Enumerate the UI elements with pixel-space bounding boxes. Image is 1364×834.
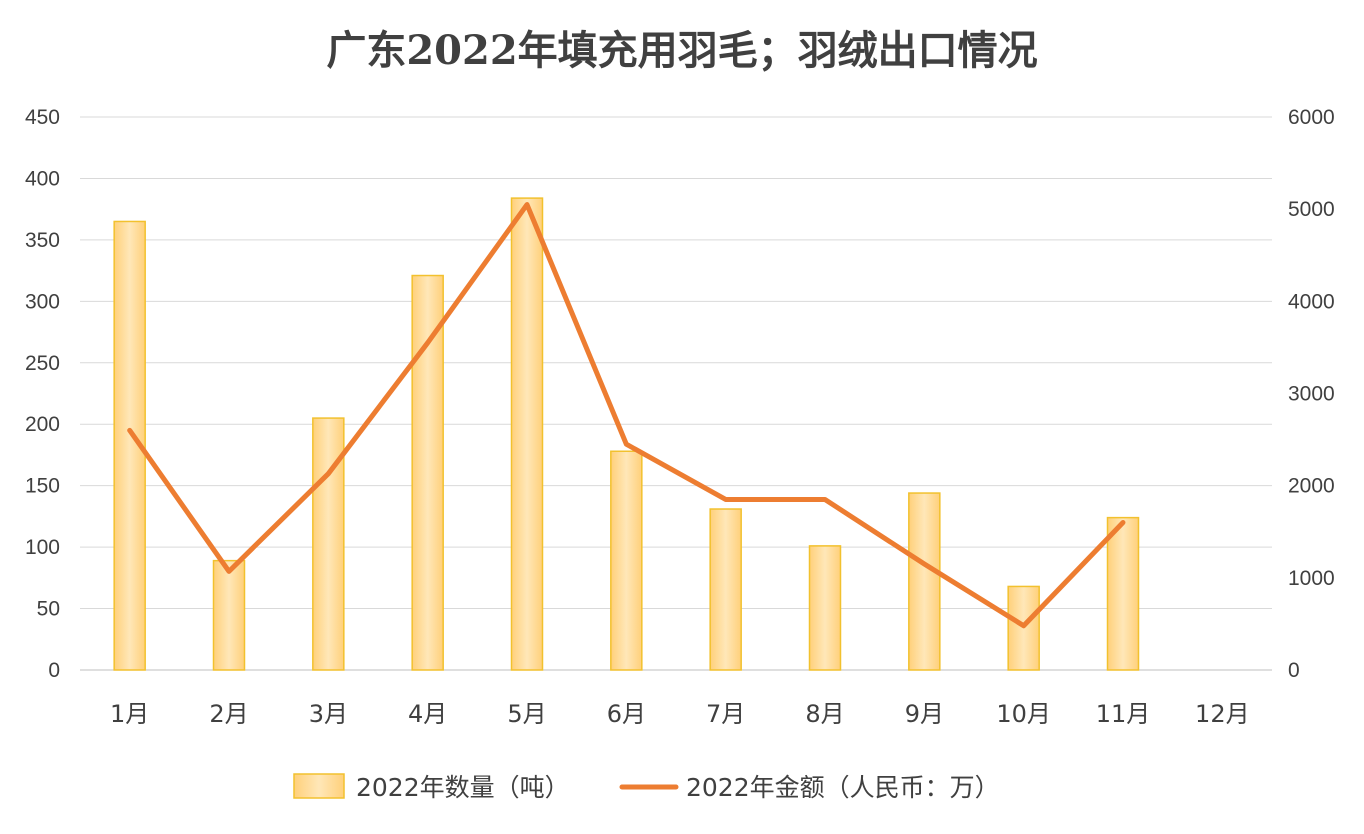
category-label: 4月 bbox=[408, 700, 447, 728]
line-point bbox=[923, 563, 925, 565]
left-axis: 0 50 100 150 200 250 300 350 400 450 bbox=[25, 106, 60, 682]
line-point bbox=[427, 342, 429, 344]
category-label: 1月 bbox=[110, 700, 149, 728]
line-point bbox=[129, 429, 131, 431]
left-tick-label: 150 bbox=[25, 475, 60, 498]
left-tick-label: 50 bbox=[37, 598, 60, 621]
category-label: 11月 bbox=[1096, 700, 1151, 728]
line-point bbox=[327, 473, 329, 475]
category-label: 5月 bbox=[507, 700, 546, 728]
line-point bbox=[1122, 522, 1124, 524]
legend-line-label: 2022年金额（人民币：万） bbox=[686, 773, 1000, 802]
bar bbox=[212, 559, 246, 671]
left-tick-label: 450 bbox=[25, 106, 60, 129]
legend: 2022年数量（吨） 2022年金额（人民币：万） bbox=[293, 773, 1000, 802]
gridlines bbox=[80, 116, 1272, 671]
right-tick-label: 1000 bbox=[1288, 567, 1335, 590]
right-tick-label: 3000 bbox=[1288, 383, 1335, 406]
legend-bar-swatch bbox=[293, 773, 345, 799]
line-point bbox=[1023, 625, 1025, 627]
left-tick-label: 250 bbox=[25, 352, 60, 375]
bar bbox=[1106, 516, 1140, 671]
bar bbox=[709, 508, 742, 671]
line-point bbox=[228, 570, 230, 572]
category-label: 6月 bbox=[607, 700, 646, 728]
line-point bbox=[824, 498, 826, 500]
bar bbox=[908, 492, 941, 671]
bar bbox=[808, 545, 842, 671]
left-tick-label: 200 bbox=[25, 413, 60, 436]
right-tick-label: 4000 bbox=[1288, 290, 1335, 313]
line-series bbox=[127, 202, 1126, 629]
left-tick-label: 0 bbox=[48, 659, 60, 682]
chart-title: 广东2022年填充用羽毛；羽绒出口情况 bbox=[326, 27, 1037, 74]
line-point bbox=[526, 204, 528, 206]
left-tick-label: 300 bbox=[25, 290, 60, 313]
line-point bbox=[725, 498, 727, 500]
category-label: 10月 bbox=[996, 700, 1051, 728]
right-axis: 0 1000 2000 3000 4000 5000 6000 bbox=[1288, 106, 1335, 682]
right-tick-label: 2000 bbox=[1288, 475, 1335, 498]
bar bbox=[510, 197, 544, 671]
left-tick-label: 100 bbox=[25, 536, 60, 559]
line-point bbox=[625, 443, 627, 445]
category-label: 9月 bbox=[905, 700, 944, 728]
category-label: 7月 bbox=[706, 700, 745, 728]
legend-bar-label: 2022年数量（吨） bbox=[356, 773, 570, 802]
right-tick-label: 6000 bbox=[1288, 106, 1335, 129]
right-tick-label: 5000 bbox=[1288, 198, 1335, 221]
category-label: 2月 bbox=[209, 700, 248, 728]
bar bbox=[610, 450, 643, 671]
right-tick-label: 0 bbox=[1288, 659, 1300, 682]
category-label: 8月 bbox=[805, 700, 844, 728]
category-label: 3月 bbox=[309, 700, 348, 728]
x-axis: 1月 2月 3月 4月 5月 6月 7月 8月 9月 10月 11月 12月 bbox=[110, 700, 1250, 728]
left-tick-label: 350 bbox=[25, 229, 60, 252]
bar bbox=[411, 274, 444, 671]
left-tick-label: 400 bbox=[25, 167, 60, 190]
category-label: 12月 bbox=[1195, 700, 1250, 728]
